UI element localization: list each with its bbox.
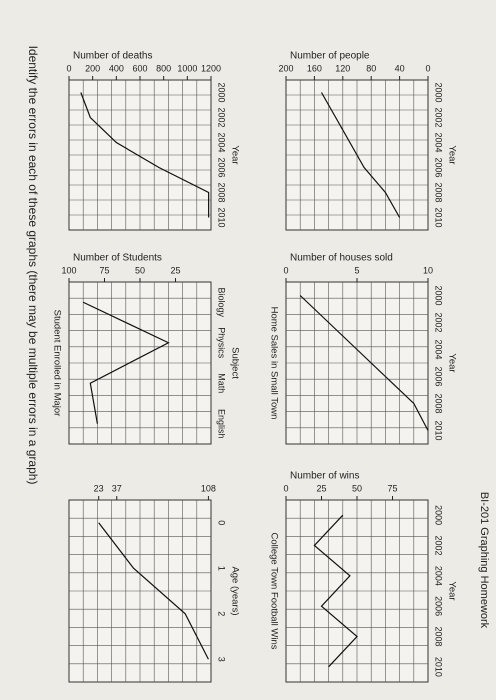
category-label: 2004 xyxy=(434,339,444,359)
grid xyxy=(285,281,429,445)
graph-title: Student Enrolled in Major xyxy=(51,310,62,417)
category-label: 2000 xyxy=(434,82,444,102)
tick-label: 108 xyxy=(201,483,216,493)
category-label: 2008 xyxy=(434,393,444,413)
tick-label: 200 xyxy=(85,63,100,73)
category-label: 2010 xyxy=(434,207,444,227)
category-label: 2010 xyxy=(217,207,227,227)
category-label: 2008 xyxy=(434,626,444,646)
data-line xyxy=(82,301,170,424)
data-line xyxy=(313,514,358,668)
category-label: 0 xyxy=(217,520,227,525)
tick-label: 75 xyxy=(387,483,397,493)
category-label: 2004 xyxy=(434,566,444,586)
category-label: English xyxy=(217,409,227,439)
tick-label: 25 xyxy=(316,483,326,493)
grid xyxy=(68,499,212,683)
tick-label: 400 xyxy=(109,63,124,73)
data-line xyxy=(320,92,401,218)
category-label: 2004 xyxy=(434,132,444,152)
category-label: 2008 xyxy=(434,182,444,202)
data-line xyxy=(299,295,429,431)
category-label: 2002 xyxy=(434,312,444,332)
category-label: Biology xyxy=(217,287,227,317)
tick-label: 120 xyxy=(335,63,350,73)
category-label: 2002 xyxy=(434,535,444,555)
data-line xyxy=(98,522,209,660)
grid xyxy=(285,499,429,683)
category-axis-label: Year xyxy=(446,353,457,372)
grid xyxy=(68,281,212,445)
category-label: 2000 xyxy=(217,82,227,102)
course-header: BI-201 Graphing Homework xyxy=(478,492,490,629)
graph-title: Home Sales in Small Town xyxy=(268,307,279,420)
category-label: 2000 xyxy=(434,285,444,305)
tick-label: 160 xyxy=(307,63,322,73)
category-axis-label: Year xyxy=(229,145,240,164)
tick-label: 75 xyxy=(99,265,109,275)
category-label: 2006 xyxy=(434,366,444,386)
category-label: 2004 xyxy=(217,132,227,152)
category-label: 1 xyxy=(217,566,227,571)
tick-label: 40 xyxy=(395,63,405,73)
category-axis-label: Subject xyxy=(229,347,240,379)
tick-label: 37 xyxy=(112,483,122,493)
category-label: 2002 xyxy=(217,107,227,127)
category-label: 2000 xyxy=(434,505,444,525)
tick-label: 80 xyxy=(366,63,376,73)
category-axis-label: Year xyxy=(446,581,457,600)
tick-label: 1000 xyxy=(177,63,197,73)
tick-label: 0 xyxy=(283,483,288,493)
category-label: 2006 xyxy=(217,157,227,177)
tick-label: 50 xyxy=(352,483,362,493)
category-axis-label: Age (years) xyxy=(229,566,240,615)
value-axis-label: Number of people xyxy=(290,51,370,62)
value-axis-label: Number of deaths xyxy=(73,51,153,62)
tick-label: 0 xyxy=(425,63,430,73)
value-axis-label: Number of wins xyxy=(290,471,359,482)
tick-label: 800 xyxy=(156,63,171,73)
category-label: 2010 xyxy=(434,420,444,440)
tick-label: 0 xyxy=(66,63,71,73)
category-label: Math xyxy=(217,373,227,393)
value-axis-label: Number of houses sold xyxy=(290,253,393,264)
tick-label: 25 xyxy=(170,265,180,275)
tick-label: 600 xyxy=(132,63,147,73)
data-line xyxy=(80,92,210,218)
tick-label: 0 xyxy=(283,265,288,275)
worksheet-title: Identify the errors in each of these gra… xyxy=(26,46,40,485)
category-label: 2006 xyxy=(434,157,444,177)
tick-label: 100 xyxy=(61,265,76,275)
tick-label: 1200 xyxy=(201,63,221,73)
category-label: Physics xyxy=(217,327,227,359)
tick-label: 50 xyxy=(135,265,145,275)
category-axis-label: Year xyxy=(446,145,457,164)
category-label: 2 xyxy=(217,611,227,616)
category-label: 3 xyxy=(217,657,227,662)
tick-label: 200 xyxy=(278,63,293,73)
tick-label: 10 xyxy=(423,265,433,275)
graph-title: College Town Football Wins xyxy=(268,532,279,649)
category-label: 2010 xyxy=(434,657,444,677)
category-label: 2002 xyxy=(434,107,444,127)
grid xyxy=(68,79,212,231)
tick-label: 23 xyxy=(94,483,104,493)
category-label: 2006 xyxy=(434,596,444,616)
value-axis-label: Number of Students xyxy=(73,253,162,264)
tick-label: 5 xyxy=(354,265,359,275)
category-label: 2008 xyxy=(217,182,227,202)
